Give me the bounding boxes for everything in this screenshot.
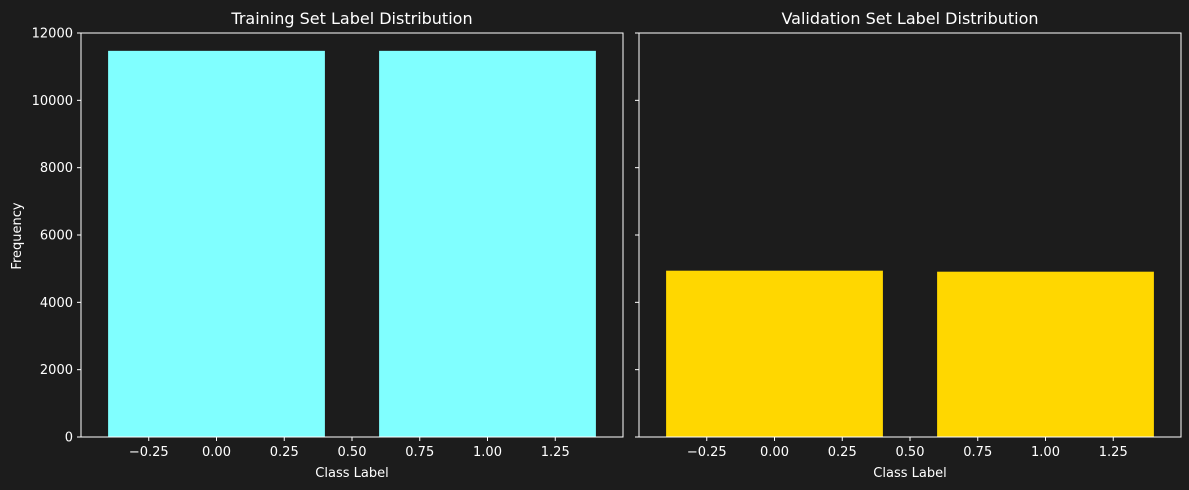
validation-x-tick-label: 0.00 — [760, 445, 789, 460]
training-y-tick-label: 10000 — [32, 94, 73, 109]
validation-bar-1 — [937, 271, 1154, 437]
training-y-tick-label: 8000 — [40, 161, 73, 176]
validation-panel: Validation Set Label Distribution Class … — [635, 9, 1182, 481]
validation-plot-area: −0.25 0.00 0.25 0.50 0.75 1.00 1.25 — [635, 32, 1182, 460]
training-y-tick-label: 0 — [65, 431, 73, 446]
training-x-tick-label: 0.25 — [270, 445, 299, 460]
training-y-tick-label: 4000 — [40, 296, 73, 311]
validation-x-axis-label: Class Label — [873, 466, 946, 481]
validation-bar-0 — [666, 270, 883, 437]
training-x-tick-label: −0.25 — [129, 445, 169, 460]
training-x-tick-label: 0.50 — [338, 445, 367, 460]
validation-x-tick-label: 0.75 — [963, 445, 992, 460]
training-chart-title: Training Set Label Distribution — [230, 9, 472, 28]
validation-chart-title: Validation Set Label Distribution — [781, 9, 1038, 28]
training-y-tick-label: 12000 — [32, 27, 73, 42]
training-y-axis-label: Frequency — [10, 202, 25, 269]
validation-x-tick-label: 1.25 — [1099, 445, 1128, 460]
training-x-tick-label: 1.25 — [541, 445, 570, 460]
validation-x-tick-label: 0.25 — [828, 445, 857, 460]
training-x-tick-label: 0.00 — [202, 445, 231, 460]
validation-x-tick-label: 1.00 — [1031, 445, 1060, 460]
training-bar-1 — [379, 50, 596, 438]
training-panel: Training Set Label Distribution Class La… — [10, 9, 624, 481]
training-x-tick-label: 1.00 — [473, 445, 502, 460]
training-plot-area: −0.25 0.00 0.25 0.50 0.75 1.00 1.25 0 2000 4000 60… — [32, 27, 624, 460]
training-y-tick-label: 2000 — [40, 363, 73, 378]
training-x-axis-label: Class Label — [315, 466, 388, 481]
training-y-tick-label: 6000 — [40, 229, 73, 244]
validation-x-tick-label: 0.50 — [896, 445, 925, 460]
training-bar-0 — [108, 50, 325, 438]
validation-x-tick-label: −0.25 — [687, 445, 727, 460]
training-x-tick-label: 0.75 — [405, 445, 434, 460]
